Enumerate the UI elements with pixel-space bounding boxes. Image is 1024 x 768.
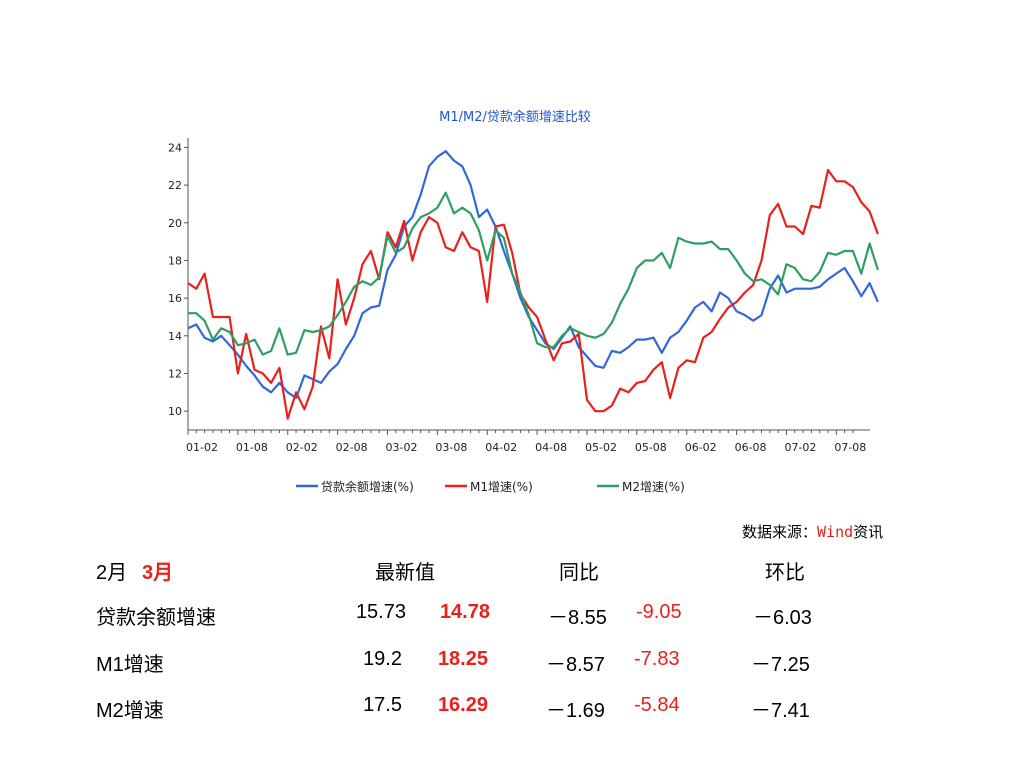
x-tick-label: 07-02: [784, 441, 816, 454]
x-tick-label: 05-08: [635, 441, 667, 454]
y-tick-label: 20: [168, 217, 182, 230]
x-tick-label: 05-02: [585, 441, 617, 454]
period-prev-label: 2月: [96, 562, 128, 584]
y-tick-label: 14: [168, 330, 182, 343]
m2-prev-value: 17.5: [363, 694, 402, 716]
loan-mom: －6.03: [753, 607, 812, 629]
m2-yoy-curr: -5.84: [634, 694, 680, 716]
m1-yoy-curr: -7.83: [634, 648, 680, 670]
m2-mom: －7.41: [751, 700, 810, 722]
x-tick-label: 04-08: [535, 441, 567, 454]
y-tick-label: 12: [168, 367, 182, 380]
x-tick-label: 04-02: [485, 441, 517, 454]
m1-mom: －7.25: [751, 654, 810, 676]
header-latest: 最新值: [375, 562, 435, 584]
source-brand: Wind: [817, 523, 854, 541]
header-mom: 环比: [765, 562, 805, 584]
x-tick-label: 01-08: [236, 441, 268, 454]
source-suffix: 资讯: [853, 523, 884, 541]
legend-label-2: M2增速(%): [622, 480, 685, 494]
loan-yoy-curr: -9.05: [636, 601, 682, 623]
chart-title: M1/M2/贷款余额增速比较: [439, 109, 591, 125]
series-line-2: [188, 191, 879, 356]
m2-curr-value: 16.29: [437, 694, 488, 716]
m1-curr-value: 18.25: [437, 648, 488, 670]
line-chart: M1/M2/贷款余额增速比较 10 12 14 16 18 20 22 24 01-02 01-08…: [168, 109, 879, 494]
x-tick-label: 02-08: [336, 441, 368, 454]
y-tick-label: 22: [168, 179, 182, 192]
m1-yoy-prev: －8.57: [546, 654, 605, 676]
x-tick-label: 02-02: [286, 441, 318, 454]
legend-label-1: M1增速(%): [470, 480, 533, 494]
x-tick-label: 03-08: [435, 441, 467, 454]
y-tick-label: 18: [168, 254, 182, 267]
x-tick-label: 01-02: [186, 441, 218, 454]
data-source-note: 数据来源：Wind资讯: [742, 521, 883, 542]
row-label-m1: M1增速: [96, 654, 164, 676]
loan-curr-value: 14.78: [439, 601, 490, 623]
series-line-0: [187, 150, 879, 400]
period-curr-label: 3月: [142, 562, 174, 584]
legend-label-0: 贷款余额增速(%): [321, 479, 414, 494]
m2-yoy-prev: －1.69: [546, 700, 605, 722]
x-tick-label: 06-08: [735, 441, 767, 454]
y-tick-label: 16: [168, 292, 182, 305]
chart-area: M1/M2/贷款余额增速比较 10 12 14 16 18 20 22 24 01-02 01-08…: [168, 109, 879, 494]
x-tick-label: 06-02: [685, 441, 717, 454]
y-tick-label: 10: [168, 405, 182, 418]
row-label-m2: M2增速: [96, 700, 164, 722]
header-yoy: 同比: [559, 562, 599, 584]
series-line-1: [187, 168, 879, 420]
m1-prev-value: 19.2: [363, 648, 402, 670]
x-tick-label: 03-02: [386, 441, 418, 454]
source-prefix: 数据来源：: [742, 523, 818, 541]
loan-prev-value: 15.73: [355, 601, 406, 623]
y-tick-label: 24: [168, 141, 182, 154]
loan-yoy-prev: －8.55: [548, 607, 607, 629]
x-tick-label: 07-08: [834, 441, 866, 454]
row-label-loan: 贷款余额增速: [96, 607, 216, 629]
